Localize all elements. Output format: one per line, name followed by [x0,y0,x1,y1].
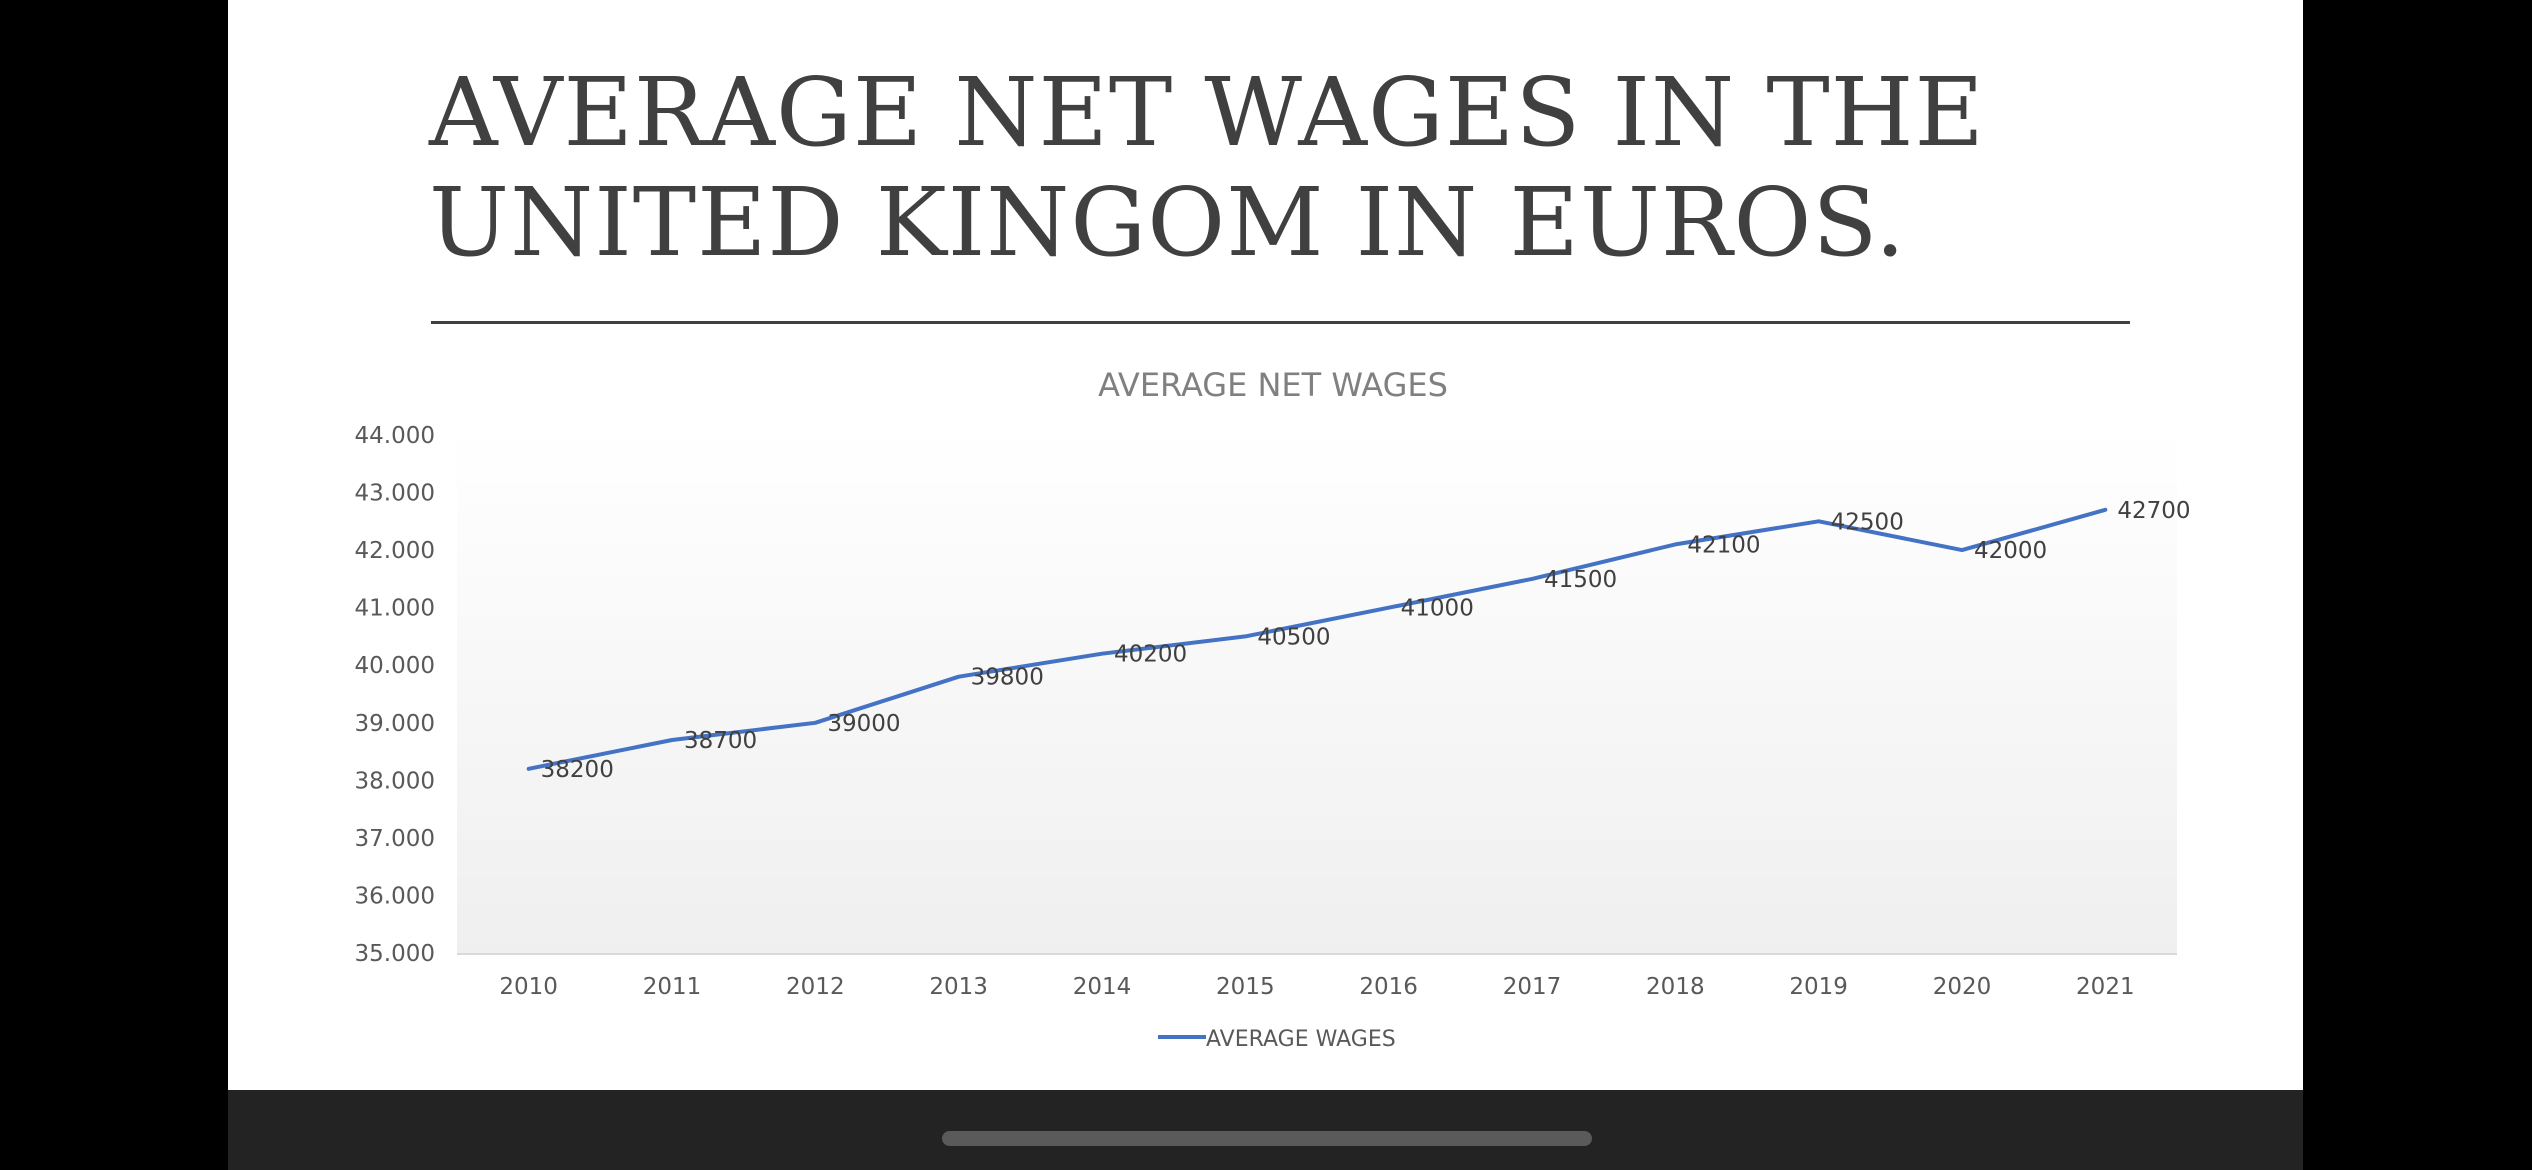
data-label: 42000 [1974,538,2047,564]
x-tick-label: 2016 [1359,974,1418,1000]
data-label: 42700 [2117,498,2190,524]
line-chart: AVERAGE NET WAGES 35.000 36.000 37.000 38.0… [228,0,2303,1090]
data-label: 40500 [1257,624,1330,650]
chart-canvas: AVERAGE NET WAGES 35.000 36.000 37.000 38.0… [355,366,2191,1052]
series-line [526,507,2108,771]
home-indicator[interactable] [942,1131,1592,1146]
x-tick-label: 2012 [786,974,845,1000]
x-tick-label: 2018 [1646,974,1705,1000]
data-label: 41500 [1544,567,1617,593]
y-tick-label: 43.000 [355,481,435,507]
x-tick-label: 2021 [2076,974,2135,1000]
y-tick-label: 38.000 [355,768,435,794]
y-tick-label: 39.000 [355,711,435,737]
x-tick-label: 2020 [1933,974,1992,1000]
title-divider [431,321,2130,324]
x-tick-label: 2013 [929,974,988,1000]
data-label: 38700 [684,728,757,754]
x-tick-label: 2011 [643,974,702,1000]
plot-area [457,430,2177,954]
x-tick-label: 2010 [499,974,558,1000]
data-label: 39800 [971,665,1044,691]
data-label: 41000 [1401,596,1474,622]
data-label: 42500 [1831,509,1904,535]
y-tick-label: 42.000 [355,538,435,564]
data-label: 40200 [1114,642,1187,668]
data-label: 42100 [1687,532,1760,558]
data-label: 38200 [541,757,614,783]
legend: AVERAGE WAGES [1158,1027,1396,1052]
y-tick-label: 36.000 [355,883,435,909]
x-tick-label: 2019 [1789,974,1848,1000]
bottom-toolbar [228,1090,2303,1170]
slide-title: AVERAGE NET WAGES IN THE UNITED KINGOM I… [429,58,1985,278]
legend-label: AVERAGE WAGES [1206,1027,1396,1052]
y-tick-label: 41.000 [355,596,435,622]
x-tick-label: 2017 [1503,974,1562,1000]
y-tick-label: 44.000 [355,423,435,449]
x-tick-label: 2014 [1073,974,1132,1000]
y-tick-label: 37.000 [355,826,435,852]
slide: AVERAGE NET WAGES IN THE UNITED KINGOM I… [228,0,2303,1090]
x-tick-label: 2015 [1216,974,1275,1000]
chart-title: AVERAGE NET WAGES [1098,366,1448,404]
y-tick-label: 35.000 [355,941,435,967]
y-tick-label: 40.000 [355,653,435,679]
data-label: 39000 [827,711,900,737]
